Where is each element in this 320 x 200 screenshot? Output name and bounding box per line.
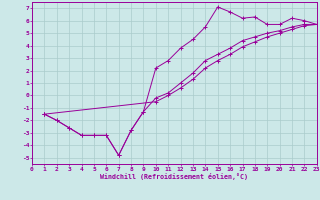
X-axis label: Windchill (Refroidissement éolien,°C): Windchill (Refroidissement éolien,°C)	[100, 173, 248, 180]
